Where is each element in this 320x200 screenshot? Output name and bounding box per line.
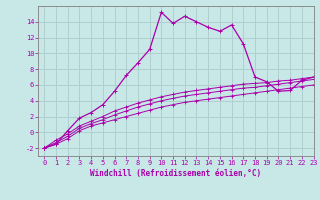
X-axis label: Windchill (Refroidissement éolien,°C): Windchill (Refroidissement éolien,°C) [91,169,261,178]
